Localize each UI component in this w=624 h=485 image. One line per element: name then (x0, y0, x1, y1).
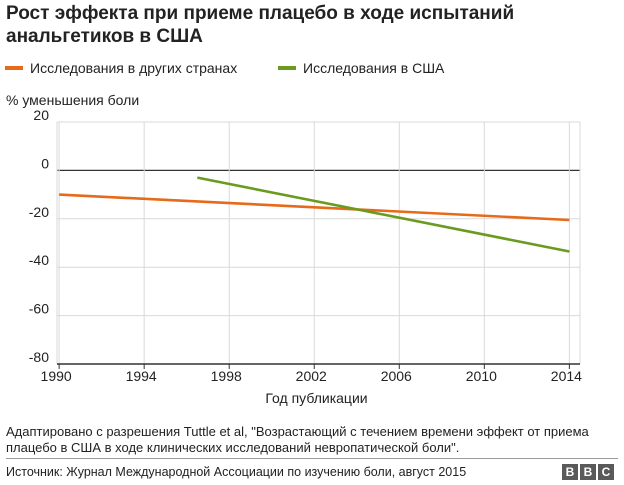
x-tick-label: 2014 (551, 368, 582, 384)
bbc-logo: B B C (562, 464, 614, 480)
source-text: Источник: Журнал Международной Ассоциаци… (6, 465, 467, 479)
x-axis-label: Год публикации (265, 390, 367, 406)
legend-item-usa: Исследования в США (278, 60, 444, 76)
y-tick-label: 20 (33, 107, 49, 123)
line-chart: 20 0 -20 -40 -60 -80 1990 1994 1998 2002 2006 2010 2… (6, 92, 582, 406)
y-axis-label: % уменьшения боли (6, 92, 139, 108)
x-tick-label: 1994 (126, 368, 157, 384)
footer-divider (6, 458, 618, 459)
x-tick-label: 2002 (296, 368, 327, 384)
y-tick-label: -60 (29, 301, 49, 317)
series-line-other-countries (59, 193, 570, 222)
chart-note: Адаптировано с разрешения Tuttle et al, … (6, 424, 589, 455)
x-tick-label: 2006 (381, 368, 412, 384)
bbc-logo-letter: C (598, 464, 614, 480)
y-tick-label: -40 (29, 252, 49, 268)
legend-swatch-usa (278, 66, 296, 70)
legend-swatch-other-countries (5, 66, 23, 70)
series-line-usa (197, 176, 570, 253)
y-tick-label: -20 (29, 204, 49, 220)
bbc-logo-letter: B (580, 464, 596, 480)
legend-item-other-countries: Исследования в других странах (5, 60, 237, 76)
chart-title: Рост эффекта при приеме плацебо в ходе и… (6, 3, 515, 47)
bbc-logo-letter: B (562, 464, 578, 480)
legend-label-usa: Исследования в США (303, 60, 445, 76)
x-tick-label: 2010 (466, 368, 497, 384)
legend-label-other-countries: Исследования в других странах (30, 60, 238, 76)
y-tick-label: 0 (41, 155, 49, 171)
x-tick-label: 1998 (211, 368, 242, 384)
x-tick-label: 1990 (41, 368, 72, 384)
y-tick-label: -80 (29, 349, 49, 365)
